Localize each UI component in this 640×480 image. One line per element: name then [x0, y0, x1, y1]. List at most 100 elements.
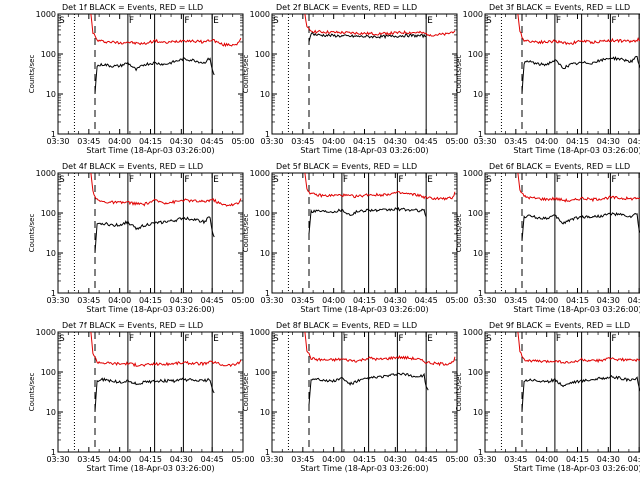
- panel-title: Det 4f BLACK = Events, RED = LLD: [62, 162, 203, 171]
- y-tick-label: 1000: [250, 10, 270, 19]
- panel-title: Det 1f BLACK = Events, RED = LLD: [62, 3, 203, 12]
- y-tick-label: 1: [478, 289, 483, 298]
- x-tick-label: 04:00: [322, 296, 345, 305]
- x-tick-label: 04:15: [566, 296, 589, 305]
- x-tick-label: 03:45: [291, 137, 314, 146]
- event-marker-label: S: [273, 175, 279, 185]
- events-series-line: [308, 372, 429, 406]
- x-tick-label: 04:15: [353, 296, 376, 305]
- lld-series-line: [90, 172, 242, 207]
- y-tick-label: 100: [468, 209, 483, 218]
- y-axis-label: Counts/sec: [242, 214, 250, 253]
- x-axis-label: Start Time (18-Apr-03 03:26:00): [513, 146, 640, 155]
- y-tick-label: 1: [51, 289, 56, 298]
- x-axis-label: Start Time (18-Apr-03 03:26:00): [86, 146, 214, 155]
- y-tick-label: 1: [478, 130, 483, 139]
- y-axis-label: Counts/sec: [242, 55, 250, 94]
- event-marker-label: F: [611, 175, 616, 185]
- x-tick-label: 04:15: [139, 137, 162, 146]
- events-series-line: [521, 374, 640, 413]
- y-axis-label: Counts/sec: [455, 373, 463, 412]
- x-tick-label: 05:00: [445, 296, 468, 305]
- events-series-line: [521, 55, 640, 95]
- event-marker-label: S: [59, 175, 65, 185]
- panel-title: Det 6f BLACK = Events, RED = LLD: [489, 162, 630, 171]
- y-tick-label: 100: [255, 368, 270, 377]
- lld-series-line: [90, 331, 242, 368]
- event-marker-label: F: [184, 175, 189, 185]
- x-tick-label: 04:45: [201, 137, 224, 146]
- x-tick-label: 05:00: [231, 296, 254, 305]
- y-tick-label: 10: [473, 90, 483, 99]
- x-tick-label: 03:45: [291, 455, 314, 464]
- event-marker-label: S: [486, 334, 492, 344]
- x-tick-label: 04:30: [384, 137, 407, 146]
- x-tick-label: 04:45: [201, 296, 224, 305]
- x-tick-label: 04:15: [566, 137, 589, 146]
- event-marker-label: S: [486, 175, 492, 185]
- event-marker-label: F: [343, 334, 348, 344]
- y-tick-label: 10: [46, 249, 56, 258]
- event-marker-label: E: [427, 334, 433, 344]
- x-axis-label: Start Time (18-Apr-03 03:26:00): [513, 464, 640, 473]
- plot-frame: [484, 13, 640, 135]
- event-marker-label: F: [184, 334, 189, 344]
- panel-title: Det 3f BLACK = Events, RED = LLD: [489, 3, 630, 12]
- y-tick-label: 1: [265, 448, 270, 457]
- x-axis-label: Start Time (18-Apr-03 03:26:00): [86, 464, 214, 473]
- x-tick-label: 04:30: [384, 296, 407, 305]
- x-tick-label: 03:30: [473, 296, 496, 305]
- x-tick-label: 04:00: [322, 455, 345, 464]
- events-series-line: [308, 206, 427, 234]
- y-tick-label: 1: [265, 289, 270, 298]
- event-marker-label: S: [273, 334, 279, 344]
- x-tick-label: 03:45: [77, 455, 100, 464]
- x-tick-label: 04:30: [170, 137, 193, 146]
- lld-series-line: [304, 13, 456, 37]
- events-series-line: [308, 31, 427, 43]
- plot-frame: [57, 13, 244, 135]
- event-marker-label: F: [611, 334, 616, 344]
- x-tick-label: 04:15: [139, 296, 162, 305]
- events-series-line: [94, 377, 215, 413]
- y-tick-label: 10: [260, 408, 270, 417]
- event-marker-label: E: [213, 334, 219, 344]
- x-tick-label: 04:30: [170, 455, 193, 464]
- lld-series-line: [517, 13, 640, 46]
- panel-title: Det 9f BLACK = Events, RED = LLD: [489, 321, 630, 330]
- x-axis-label: Start Time (18-Apr-03 03:26:00): [513, 305, 640, 314]
- x-tick-label: 03:45: [504, 137, 527, 146]
- event-marker-label: E: [427, 175, 433, 185]
- x-tick-label: 05:00: [445, 455, 468, 464]
- y-tick-label: 100: [255, 209, 270, 218]
- x-axis-label: Start Time (18-Apr-03 03:26:00): [86, 305, 214, 314]
- x-tick-label: 04:00: [535, 455, 558, 464]
- y-tick-label: 1: [478, 448, 483, 457]
- plot-frame: [484, 331, 640, 453]
- event-marker-label: F: [129, 175, 134, 185]
- panel-title: Det 2f BLACK = Events, RED = LLD: [276, 3, 417, 12]
- x-tick-label: 03:30: [473, 455, 496, 464]
- x-tick-label: 04:15: [566, 455, 589, 464]
- events-series-line: [94, 57, 215, 95]
- event-marker-label: F: [398, 334, 403, 344]
- x-tick-label: 03:45: [77, 296, 100, 305]
- x-tick-label: 04:45: [415, 296, 438, 305]
- event-marker-label: F: [556, 175, 561, 185]
- y-tick-label: 100: [468, 368, 483, 377]
- y-tick-label: 10: [473, 249, 483, 258]
- x-tick-label: 03:30: [260, 296, 283, 305]
- x-tick-label: 04:00: [322, 137, 345, 146]
- event-marker-label: F: [129, 334, 134, 344]
- y-tick-label: 1000: [463, 328, 483, 337]
- x-tick-label: 04:30: [597, 296, 620, 305]
- event-marker-label: F: [184, 16, 189, 26]
- plot-frame: [271, 172, 458, 294]
- events-series-line: [521, 212, 640, 242]
- event-marker-label: F: [556, 334, 561, 344]
- x-tick-label: 03:30: [473, 137, 496, 146]
- y-axis-label: Counts/sec: [242, 373, 250, 412]
- event-marker-label: F: [611, 16, 616, 26]
